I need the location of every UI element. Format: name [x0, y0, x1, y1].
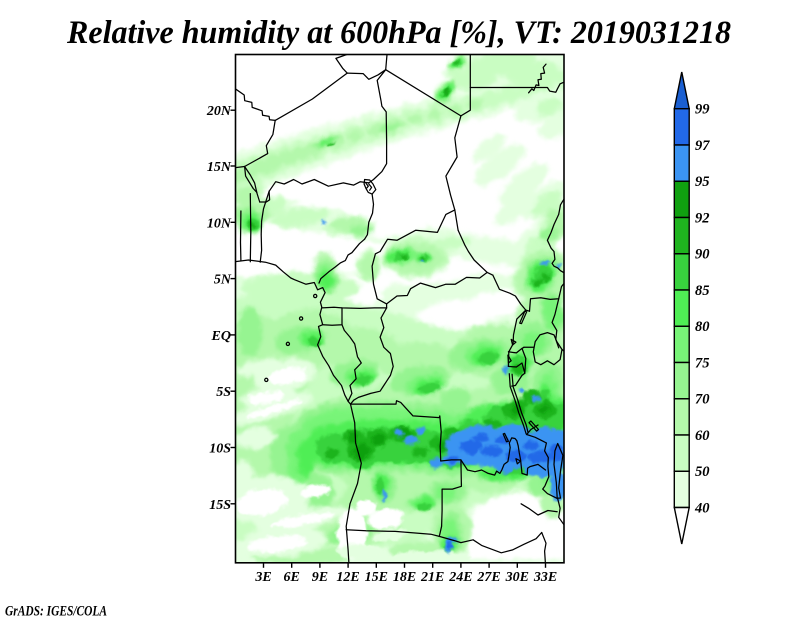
- svg-text:18E: 18E: [393, 570, 416, 585]
- svg-text:80: 80: [695, 319, 710, 335]
- svg-text:21E: 21E: [420, 570, 444, 585]
- svg-text:75: 75: [695, 355, 710, 371]
- svg-text:27E: 27E: [476, 570, 500, 585]
- svg-text:30E: 30E: [505, 570, 529, 585]
- svg-text:5S: 5S: [216, 385, 231, 400]
- svg-text:60: 60: [695, 428, 710, 444]
- svg-text:10S: 10S: [209, 442, 231, 457]
- svg-text:EQ: EQ: [211, 329, 231, 344]
- svg-text:10N: 10N: [207, 216, 232, 231]
- svg-text:9E: 9E: [312, 570, 328, 585]
- svg-text:Relative humidity at 600hPa [%: Relative humidity at 600hPa [%], VT: 201…: [66, 15, 731, 51]
- svg-text:40: 40: [694, 500, 710, 516]
- svg-text:50: 50: [695, 464, 710, 480]
- svg-text:95: 95: [695, 174, 710, 190]
- svg-text:97: 97: [695, 138, 710, 154]
- svg-text:99: 99: [695, 102, 710, 118]
- svg-text:70: 70: [695, 392, 710, 408]
- svg-text:5N: 5N: [214, 273, 232, 288]
- svg-text:85: 85: [695, 283, 710, 299]
- svg-text:12E: 12E: [336, 570, 359, 585]
- svg-text:20N: 20N: [206, 104, 232, 119]
- svg-text:15S: 15S: [209, 498, 231, 513]
- svg-text:33E: 33E: [533, 570, 557, 585]
- svg-text:GrADS: IGES/COLA: GrADS: IGES/COLA: [5, 604, 107, 618]
- svg-text:24E: 24E: [448, 570, 472, 585]
- svg-text:3E: 3E: [254, 570, 271, 585]
- svg-text:92: 92: [695, 210, 710, 226]
- svg-text:90: 90: [695, 247, 710, 263]
- svg-text:6E: 6E: [284, 570, 300, 585]
- svg-text:15E: 15E: [365, 570, 388, 585]
- svg-text:15N: 15N: [207, 160, 232, 175]
